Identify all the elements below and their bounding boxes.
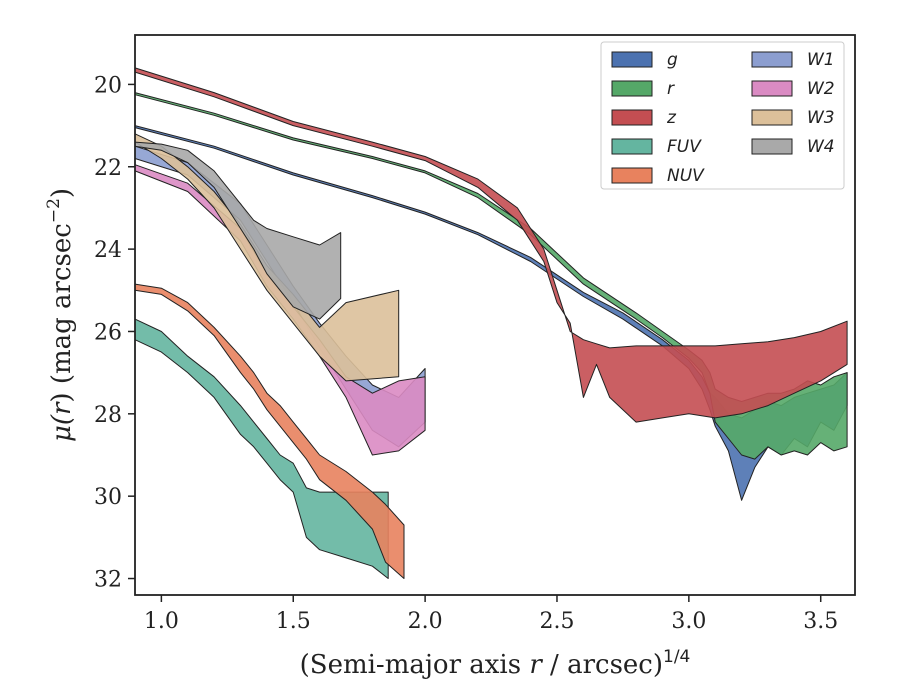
x-axis-label-mid: / arcsec)	[542, 650, 663, 680]
legend: grz FUV NUV W1 W2 W3 W4	[600, 41, 845, 190]
x-tick-label: 2.0	[408, 609, 443, 634]
y-axis-label-close: )	[47, 188, 77, 198]
legend-label-g: g	[667, 50, 678, 70]
y-tick-label: 32	[94, 568, 122, 593]
x-axis-ticks: 1.0 1.5 2.0 2.5 3.0 3.5	[144, 595, 838, 634]
x-axis-label-var: r	[529, 650, 543, 680]
band-w3	[134, 133, 400, 382]
x-tick-label: 2.5	[539, 609, 574, 634]
legend-label-z: z	[666, 108, 677, 128]
x-axis-label-prefix: (Semi-major axis	[300, 650, 530, 680]
x-tick-label: 3.0	[671, 609, 706, 634]
legend-label-w4: W4	[807, 137, 835, 157]
y-axis-label: μ(r) (mag arcsec−2)	[44, 188, 77, 442]
legend-label-nuv: NUV	[667, 166, 705, 186]
y-axis-label-rest: ) (mag arcsec	[47, 223, 77, 402]
y-tick-label: 20	[94, 73, 122, 98]
y-axis-label-var: r	[47, 401, 77, 415]
legend-label-w1: W1	[807, 50, 835, 70]
legend-swatch-r	[611, 80, 653, 97]
legend-swatch-w4	[751, 138, 793, 155]
legend-swatch-w3	[751, 109, 793, 126]
y-tick-label: 22	[94, 156, 122, 181]
band-fuv	[134, 318, 389, 579]
band-z	[134, 67, 848, 423]
legend-swatch-g	[611, 51, 653, 68]
legend-label-w3: W3	[807, 108, 835, 128]
band-r	[134, 92, 848, 460]
y-tick-label: 28	[94, 403, 122, 428]
legend-swatch-z	[611, 109, 653, 126]
x-tick-label: 1.5	[276, 609, 311, 634]
legend-swatch-nuv	[611, 167, 653, 184]
band-w4	[134, 141, 342, 320]
legend-swatch-fuv	[611, 138, 653, 155]
legend-label-w2: W2	[807, 79, 835, 99]
legend-label-r: r	[667, 79, 675, 99]
x-axis-label-sup: 1/4	[663, 647, 690, 667]
legend-swatch-w1	[751, 51, 793, 68]
x-tick-label: 1.0	[144, 609, 179, 634]
y-axis-ticks: 20 22 24 26 28 30 32	[94, 73, 135, 593]
x-axis-label: (Semi-major axis r / arcsec)1/4	[300, 647, 691, 680]
y-tick-label: 26	[94, 320, 122, 345]
plot-frame	[134, 34, 856, 596]
legend-swatch-w2	[751, 80, 793, 97]
y-tick-label: 24	[94, 238, 122, 263]
y-axis-label-mu: μ(	[47, 414, 77, 442]
legend-label-fuv: FUV	[667, 137, 702, 157]
y-tick-label: 30	[94, 485, 122, 510]
y-axis-label-sup: −2	[44, 198, 64, 223]
series-bands	[134, 67, 848, 579]
x-tick-label: 3.5	[803, 609, 838, 634]
band-nuv	[134, 283, 405, 579]
